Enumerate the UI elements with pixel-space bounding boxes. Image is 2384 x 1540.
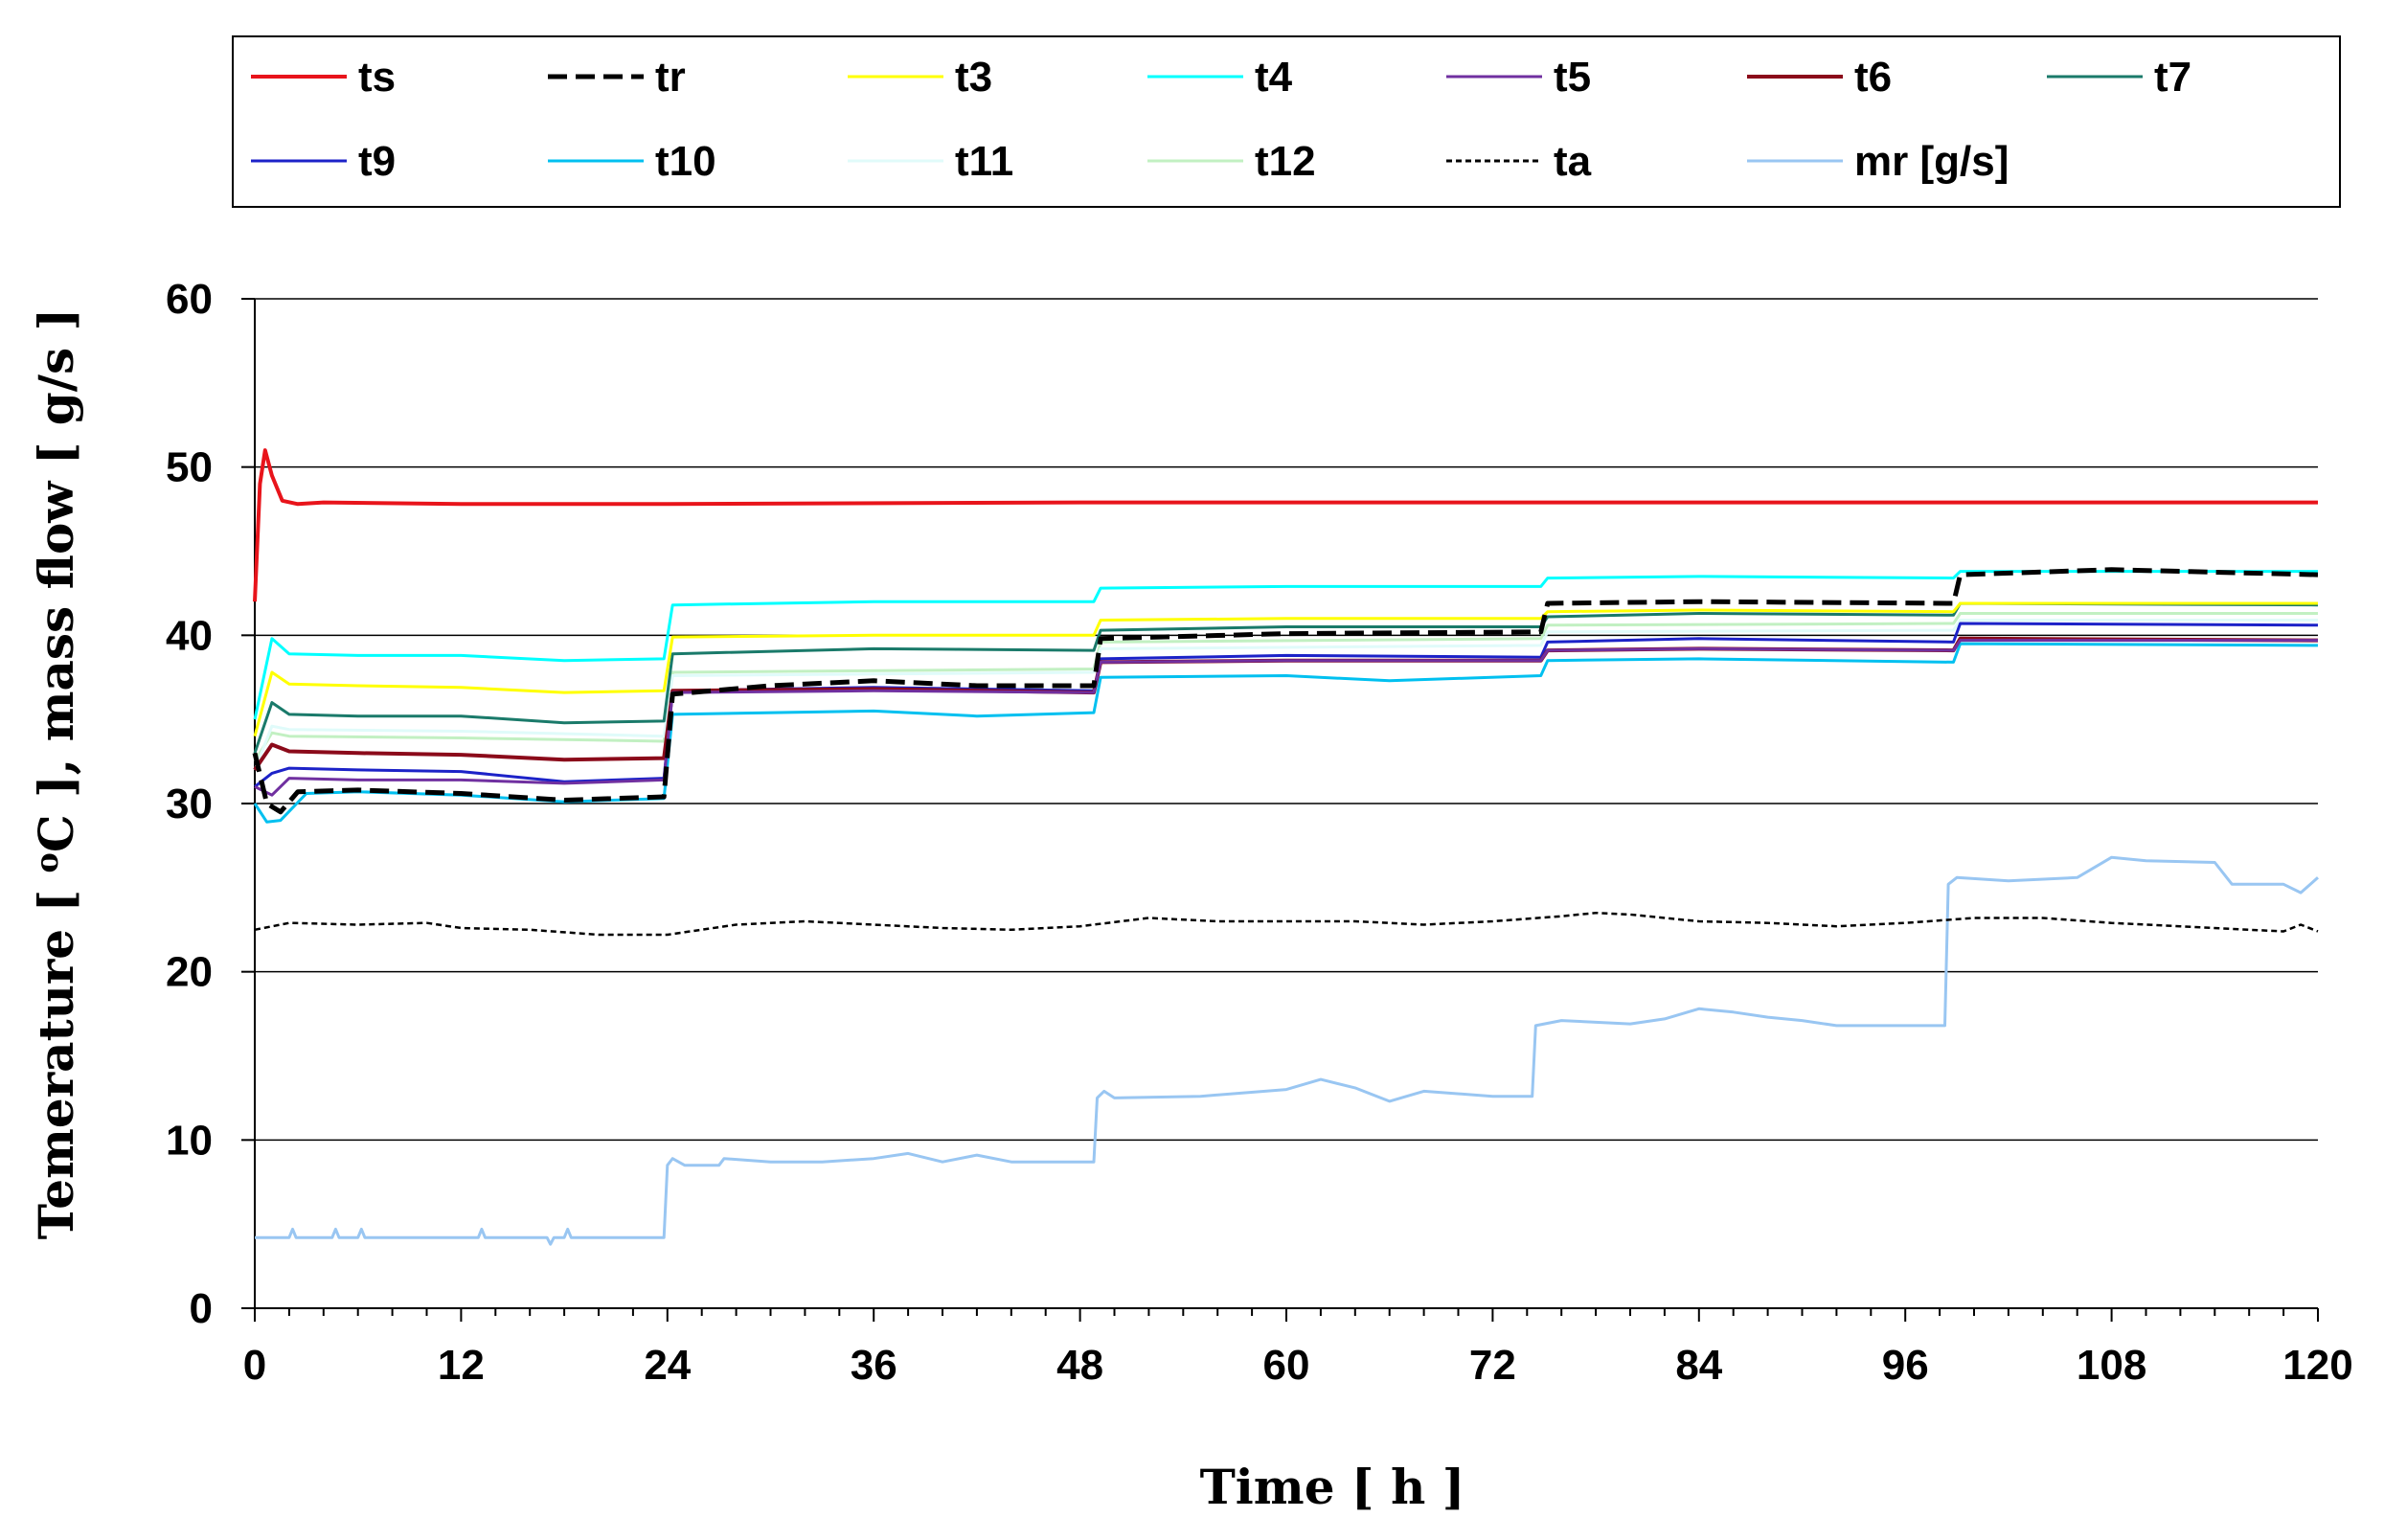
series-line-t6 xyxy=(253,636,2319,772)
y-tick-label-60: 60 xyxy=(166,276,213,323)
legend-label-t4: t4 xyxy=(1255,54,1293,101)
legend-item-t11: t11 xyxy=(848,138,1013,185)
series-line-t4 xyxy=(253,570,2318,720)
y-axis-title: Temerature [ oC ], mass flow [ g/s ] xyxy=(28,308,84,1240)
legend-item-t10: t10 xyxy=(548,138,716,185)
x-tick-label-72: 72 xyxy=(1469,1342,1516,1389)
legend-label-t6: t6 xyxy=(1854,54,1892,101)
legend-label-mr-g-s: mr [g/s] xyxy=(1854,138,2009,185)
x-axis-title: Time [ h ] xyxy=(1200,1459,1465,1515)
x-tick-label-96: 96 xyxy=(1882,1342,1929,1389)
x-tick-label-24: 24 xyxy=(644,1342,691,1389)
x-tick-label-60: 60 xyxy=(1263,1342,1310,1389)
x-tick-label-12: 12 xyxy=(438,1342,485,1389)
legend-item-t12: t12 xyxy=(1147,138,1316,185)
series-line-t5 xyxy=(254,639,2318,797)
legend-label-t3: t3 xyxy=(955,54,992,101)
legend-label-t5: t5 xyxy=(1554,54,1591,101)
series-line-tr xyxy=(252,567,2319,815)
series-line-t7 xyxy=(253,601,2319,754)
legend-label-ts: ts xyxy=(358,54,396,101)
y-axis-title-main: Temerature [ xyxy=(28,872,84,1239)
legend-item-t4: t4 xyxy=(1147,54,1293,101)
x-tick-label-84: 84 xyxy=(1675,1342,1722,1389)
tick-labels: 0 10 20 30 40 50 60 0 12 24 36 48 60 72 84 96 108 120 xyxy=(166,276,2353,1389)
legend-label-t11: t11 xyxy=(955,138,1013,185)
legend-item-mr-g-s: mr [g/s] xyxy=(1747,138,2009,185)
legend-label-ta: ta xyxy=(1554,138,1592,185)
y-axis-title-rest: C ], mass flow [ g/s ] xyxy=(28,308,84,852)
legend-label-tr: tr xyxy=(655,54,686,101)
series-line-t11 xyxy=(253,619,2318,771)
series-line-ts xyxy=(253,448,2318,602)
legend-label-t9: t9 xyxy=(358,138,396,185)
legend: ts tr t3 t4 t5 t6 t7 t9 t10 t11 t12 ta mr [g/s] xyxy=(251,54,2191,185)
y-tick-label-0: 0 xyxy=(190,1285,213,1332)
x-tick-label-108: 108 xyxy=(2077,1342,2146,1389)
legend-box xyxy=(232,35,2341,208)
legend-item-ta: ta xyxy=(1446,138,1592,185)
legend-item-t5: t5 xyxy=(1446,54,1591,101)
legend-item-t9: t9 xyxy=(251,138,396,185)
y-tick-label-20: 20 xyxy=(166,949,213,996)
gridlines xyxy=(255,298,2318,1142)
y-tick-label-10: 10 xyxy=(166,1117,213,1164)
x-tick-label-0: 0 xyxy=(243,1342,266,1389)
y-axis-title-superscript: o xyxy=(29,852,65,872)
legend-label-t10: t10 xyxy=(655,138,716,185)
legend-label-t7: t7 xyxy=(2154,54,2191,101)
series-line-t3 xyxy=(253,601,2318,737)
series-line-ta xyxy=(254,911,2319,937)
y-tick-label-50: 50 xyxy=(166,444,213,491)
x-tick-label-120: 120 xyxy=(2282,1342,2352,1389)
series-line-mr-g-s xyxy=(255,855,2319,1246)
y-tick-label-30: 30 xyxy=(166,781,213,827)
axes xyxy=(241,298,2319,1322)
legend-label-t12: t12 xyxy=(1255,138,1316,185)
y-tick-label-40: 40 xyxy=(166,612,213,659)
legend-item-ts: ts xyxy=(251,54,396,101)
legend-item-t7: t7 xyxy=(2047,54,2191,101)
x-tick-label-48: 48 xyxy=(1056,1342,1103,1389)
legend-item-t3: t3 xyxy=(848,54,992,101)
x-tick-label-36: 36 xyxy=(851,1342,897,1389)
legend-item-tr: tr xyxy=(548,54,686,101)
data-series xyxy=(252,448,2319,1246)
legend-item-t6: t6 xyxy=(1747,54,1892,101)
